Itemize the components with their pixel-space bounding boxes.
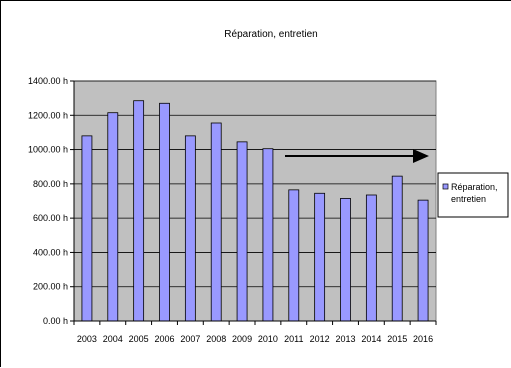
bar-2005: [133, 100, 145, 322]
bar-2006: [159, 102, 170, 322]
x-tick-label-2005: 2005: [129, 334, 149, 344]
x-axis-ticks: 2003 2004 2005 2006 2007 2008 2009 2010 2011 2012…: [73, 321, 437, 344]
bar-2004: [107, 112, 119, 322]
bar-2008: [210, 122, 222, 322]
x-tick-label-2003: 2003: [77, 334, 97, 344]
x-tick-label-2007: 2007: [180, 334, 200, 344]
legend: Réparation, entretien: [437, 172, 509, 218]
legend-label-line2: entretien: [451, 194, 486, 204]
legend-box: [437, 172, 509, 218]
trend-arrow: [285, 149, 429, 163]
legend-label-line1: Réparation,: [451, 182, 498, 192]
x-tick-label-2014: 2014: [361, 334, 381, 344]
bar-2016: [417, 199, 429, 322]
y-tick-label: 200.00 h: [33, 282, 68, 292]
bar-2014: [365, 194, 377, 322]
bars: [81, 100, 429, 322]
legend-swatch: [442, 183, 449, 190]
y-tick-label: 400.00 h: [33, 247, 68, 257]
x-tick-label-2016: 2016: [413, 334, 433, 344]
x-tick-label-2011: 2011: [284, 334, 303, 344]
bar-2012: [314, 192, 326, 322]
bar-2009: [236, 141, 248, 322]
x-tick-label-2004: 2004: [103, 334, 123, 344]
x-tick-label-2012: 2012: [310, 334, 330, 344]
y-tick-label: 1200.00 h: [28, 110, 68, 120]
x-tick-label-2013: 2013: [335, 334, 355, 344]
y-tick-label: 0.00 h: [43, 316, 68, 326]
bar-2015: [391, 175, 403, 322]
chart-title: Réparation, entretien: [224, 29, 317, 40]
x-tick-label-2015: 2015: [387, 334, 407, 344]
y-tick-label: 1000.00 h: [28, 145, 68, 155]
bar-2007: [184, 135, 196, 322]
bar-2011: [288, 189, 300, 322]
x-tick-label-2008: 2008: [206, 334, 226, 344]
y-axis-ticks: 0.00 h 200.00 h 400.00 h 600.00 h 800.00 h 10…: [28, 76, 74, 326]
y-tick-label: 800.00 h: [33, 179, 68, 189]
bar-2003: [81, 135, 93, 322]
bar-2013: [340, 198, 351, 322]
y-tick-label: 600.00 h: [33, 213, 68, 223]
x-tick-label-2006: 2006: [154, 334, 174, 344]
y-tick-label: 1400.00 h: [28, 76, 68, 86]
x-tick-label-2009: 2009: [232, 334, 252, 344]
bar-2010: [262, 148, 274, 322]
plot-area: [73, 80, 437, 322]
x-tick-label-2010: 2010: [258, 334, 278, 344]
